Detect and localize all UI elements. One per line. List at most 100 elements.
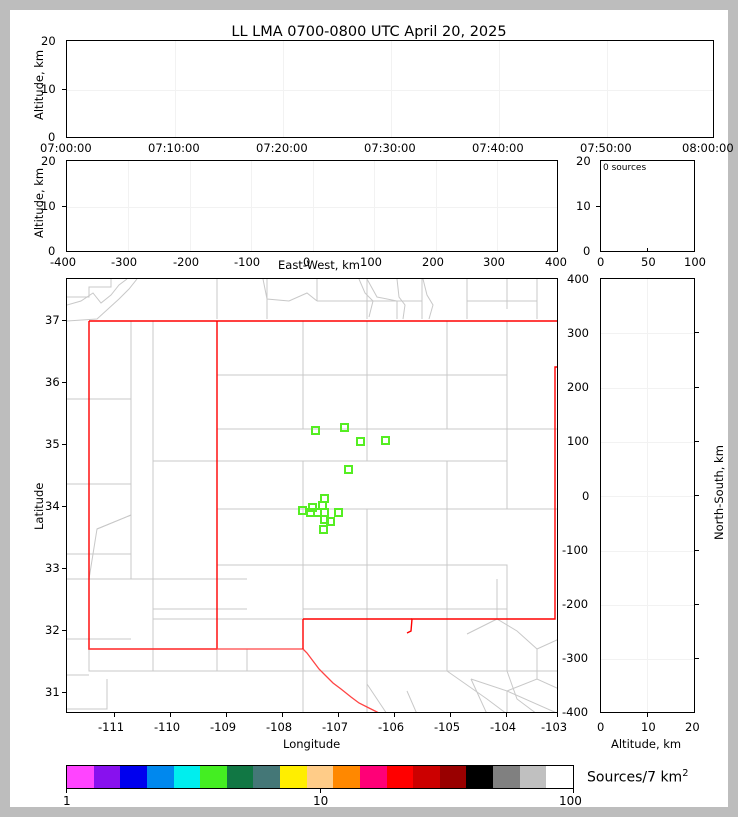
colorbar-unit-exponent: 2 [682,768,689,779]
colorbar-swatch-10 [333,766,360,788]
map-geometry [67,279,557,712]
tick-mark [596,206,600,207]
ytick-label: 0 [583,244,591,258]
xtick-label: -106 [378,720,405,734]
gridline [283,41,284,137]
source-marker [381,436,390,445]
gridline [601,496,694,497]
source-marker [356,437,365,446]
colorbar-swatch-14 [439,766,467,788]
xtick-label: 0 [303,255,311,269]
colorbar-swatch-4 [173,766,201,788]
tick-mark [647,713,648,717]
tick-mark [62,89,66,90]
source-count-annotation: 0 sources [603,163,647,173]
xtick-label: 0 [597,255,605,269]
source-marker [319,525,328,534]
xtick-label: 400 [545,255,567,269]
tick-mark [695,495,699,496]
xtick-label: 20 [685,720,700,734]
ytick-label: 33 [45,561,60,575]
colorbar-swatch-12 [386,766,414,788]
xtick-label: -103 [541,720,568,734]
xlabel-east-west: East-West, km [278,258,360,272]
panel-north-south [600,278,695,713]
tick-mark [695,658,699,659]
xtick-label: -100 [234,255,261,269]
tick-mark [62,630,66,631]
colorbar-swatch-13 [413,766,440,788]
xtick-label: -107 [322,720,349,734]
ytick-label: 31 [45,685,60,699]
colorbar-unit-label: Sources/7 km2 [587,768,688,786]
colorbar-tick-label: 10 [313,794,329,808]
colorbar-swatch-5 [200,766,227,788]
ylabel-map: Latitude [32,482,46,530]
xtick-label: 07:50:00 [580,141,632,155]
panel-map[interactable] [66,278,558,713]
xtick-label: -200 [173,255,200,269]
ytick-label: 400 [567,272,589,286]
xtick-label: -300 [111,255,138,269]
xlabel-north-south: Altitude, km [611,737,682,751]
xtick-label: 10 [641,720,656,734]
ytick-label: 36 [45,375,60,389]
ytick-label: 0 [48,244,56,258]
ylabel-time-height: Altitude, km [32,49,46,120]
ytick-label: 0 [48,130,56,144]
source-marker [334,508,343,517]
tick-mark [450,713,451,717]
tick-mark [695,387,699,388]
gridline [601,659,694,660]
xtick-label: -110 [154,720,181,734]
xtick-label: -108 [266,720,293,734]
colorbar-swatch-0 [67,766,94,788]
colorbar-swatch-6 [226,766,254,788]
tick-mark [114,713,115,717]
gridline [601,442,694,443]
xtick-label: -104 [490,720,517,734]
gridline [601,388,694,389]
tick-mark [647,248,648,252]
ytick-label: 35 [45,437,60,451]
ytick-label: 10 [576,199,591,213]
gridline [607,41,608,137]
source-marker [326,517,335,526]
tick-mark [226,713,227,717]
ytick-label: 300 [567,326,589,340]
ytick-label: -400 [562,705,589,719]
gridline [436,161,437,251]
gridline [601,551,694,552]
ytick-label: -100 [562,543,589,557]
colorbar-tick-label: 100 [559,794,582,808]
xtick-label: 300 [483,255,505,269]
gridline [391,41,392,137]
xtick-label: 07:40:00 [472,141,524,155]
figure-canvas: LL LMA 0700-0800 UTC April 20, 2025 0 10… [10,10,734,808]
ytick-label: 37 [45,313,60,327]
ytick-label: 32 [45,623,60,637]
ytick-label: -200 [562,597,589,611]
source-marker [340,423,349,432]
gridline [497,161,498,251]
xtick-label: 0 [597,720,605,734]
colorbar-swatch-2 [120,766,147,788]
xtick-label: 07:20:00 [256,141,308,155]
tick-mark [557,713,558,717]
tick-mark [62,320,66,321]
colorbar [66,765,574,789]
colorbar-swatch-7 [253,766,280,788]
colorbar-swatch-3 [146,766,174,788]
colorbar-tick [320,789,321,793]
colorbar-swatch-15 [466,766,493,788]
panel-time-height [66,40,714,138]
xtick-label: -111 [98,720,125,734]
gridline [128,161,129,251]
gridline [67,207,557,208]
source-marker [311,426,320,435]
tick-mark [695,332,699,333]
tick-mark [338,713,339,717]
xlabel-map: Longitude [283,737,341,751]
colorbar-swatch-11 [359,766,387,788]
